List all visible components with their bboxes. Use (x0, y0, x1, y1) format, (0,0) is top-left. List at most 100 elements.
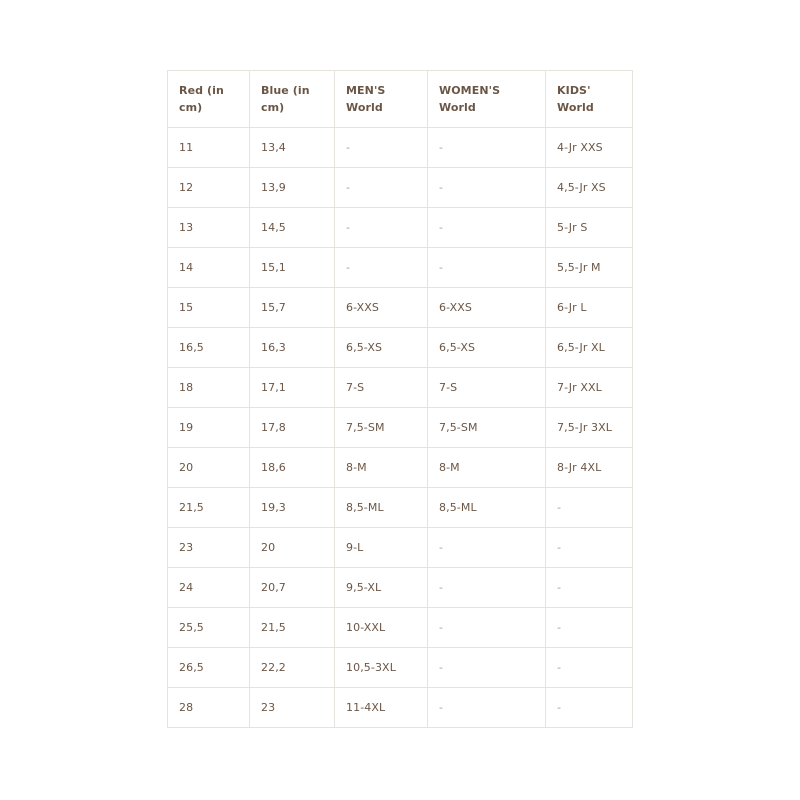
table-cell: 26,5 (167, 647, 250, 688)
table-row: 23 20 9-L - - (167, 527, 633, 568)
table-row: 14 15,1- -5,5-Jr M (167, 247, 633, 288)
table-row: 24 20,7 9,5-XL - - (167, 567, 633, 608)
table-row: 20 18,6 8-M 8-M 8-Jr 4XL (167, 447, 633, 488)
table-cell: 19 (167, 407, 250, 448)
table-cell: 7,5-SM (334, 407, 428, 448)
table-cell: 10-XXL (334, 607, 428, 648)
table-cell: - (427, 607, 546, 648)
table-cell: - (545, 647, 633, 688)
table-cell: 20 (167, 447, 250, 488)
table-cell: - (427, 647, 546, 688)
table-cell: 8-Jr 4XL (545, 447, 633, 488)
table-cell: 16,5 (167, 327, 250, 368)
table-body: 11 13,4- -4-Jr XXS 12 13,9- -4,5-Jr XS 13 14,5-… (167, 127, 633, 728)
table-cell: 6-XXS (334, 287, 428, 328)
table-cell: 7-S (334, 367, 428, 408)
table-cell: 17,1 (249, 367, 335, 408)
table-cell: 25,5 (167, 607, 250, 648)
table-cell: 8-M (427, 447, 546, 488)
table-cell: - (427, 687, 546, 728)
table-cell: 5,5-Jr M (545, 247, 633, 288)
table-row: 25,5 21,5 10-XXL - - (167, 607, 633, 648)
table-cell: 18,6 (249, 447, 335, 488)
table-row: 28 23 11-4XL - - (167, 687, 633, 728)
table-cell: - (334, 207, 428, 248)
table-cell: - (545, 527, 633, 568)
table-cell: 17,8 (249, 407, 335, 448)
table-cell: 6,5-XS (334, 327, 428, 368)
table-cell: 10,5-3XL (334, 647, 428, 688)
table-cell: - (427, 527, 546, 568)
table-row: 26,5 22,2 10,5-3XL - - (167, 647, 633, 688)
table-cell: 6-Jr L (545, 287, 633, 328)
table-cell: 8,5-ML (334, 487, 428, 528)
table-cell: 20,7 (249, 567, 335, 608)
header-row: Red (in cm) Blue (in cm) MEN'S World WOMEN'… (167, 70, 633, 128)
table-cell: 11-4XL (334, 687, 428, 728)
table-cell: 11 (167, 127, 250, 168)
table-row: 11 13,4- -4-Jr XXS (167, 127, 633, 168)
table-cell: 24 (167, 567, 250, 608)
table-cell: - (334, 247, 428, 288)
table-cell: - (427, 207, 546, 248)
table-cell: 6,5-Jr XL (545, 327, 633, 368)
table-cell: 16,3 (249, 327, 335, 368)
size-table: Red (in cm) Blue (in cm) MEN'S World WOMEN'… (167, 70, 633, 728)
table-cell: - (334, 167, 428, 208)
size-chart: Red (in cm) Blue (in cm) MEN'S World WOMEN'… (167, 70, 633, 728)
table-cell: - (545, 487, 633, 528)
header-cell: KIDS' World (545, 70, 633, 128)
table-cell: 14 (167, 247, 250, 288)
table-cell: 6,5-XS (427, 327, 546, 368)
table-cell: 23 (249, 687, 335, 728)
table-cell: 9,5-XL (334, 567, 428, 608)
table-cell: - (427, 127, 546, 168)
table-cell: 19,3 (249, 487, 335, 528)
table-cell: 4,5-Jr XS (545, 167, 633, 208)
header-cell: Red (in cm) (167, 70, 250, 128)
table-cell: 4-Jr XXS (545, 127, 633, 168)
table-cell: 6-XXS (427, 287, 546, 328)
table-row: 19 17,8 7,5-SM 7,5-SM 7,5-Jr 3XL (167, 407, 633, 448)
table-cell: 7-Jr XXL (545, 367, 633, 408)
table-cell: 5-Jr S (545, 207, 633, 248)
table-cell: 14,5 (249, 207, 335, 248)
header-cell: Blue (in cm) (249, 70, 335, 128)
table-cell: 23 (167, 527, 250, 568)
table-cell: 8,5-ML (427, 487, 546, 528)
table-cell: 21,5 (249, 607, 335, 648)
table-cell: 13,4 (249, 127, 335, 168)
table-cell: 18 (167, 367, 250, 408)
table-cell: 15,7 (249, 287, 335, 328)
table-cell: 22,2 (249, 647, 335, 688)
table-cell: 9-L (334, 527, 428, 568)
table-cell: 7,5-Jr 3XL (545, 407, 633, 448)
table-row: 21,5 19,3 8,5-ML 8,5-ML - (167, 487, 633, 528)
table-row: 15 15,7 6-XXS 6-XXS 6-Jr L (167, 287, 633, 328)
table-cell: 7,5-SM (427, 407, 546, 448)
table-cell: 21,5 (167, 487, 250, 528)
header-cell: WOMEN'S World (427, 70, 546, 128)
table-cell: 7-S (427, 367, 546, 408)
table-row: 13 14,5- -5-Jr S (167, 207, 633, 248)
table-row: 16,5 16,3 6,5-XS 6,5-XS 6,5-Jr XL (167, 327, 633, 368)
table-cell: - (427, 247, 546, 288)
table-cell: 8-M (334, 447, 428, 488)
table-cell: 15 (167, 287, 250, 328)
table-cell: - (545, 567, 633, 608)
table-row: 18 17,1 7-S 7-S 7-Jr XXL (167, 367, 633, 408)
table-cell: 20 (249, 527, 335, 568)
table-cell: - (427, 567, 546, 608)
table-cell: 13,9 (249, 167, 335, 208)
table-cell: - (427, 167, 546, 208)
table-row: 12 13,9- -4,5-Jr XS (167, 167, 633, 208)
table-cell: - (545, 687, 633, 728)
table-cell: - (545, 607, 633, 648)
table-cell: 28 (167, 687, 250, 728)
table-cell: 15,1 (249, 247, 335, 288)
table-cell: 13 (167, 207, 250, 248)
table-cell: - (334, 127, 428, 168)
table-cell: 12 (167, 167, 250, 208)
header-cell: MEN'S World (334, 70, 428, 128)
